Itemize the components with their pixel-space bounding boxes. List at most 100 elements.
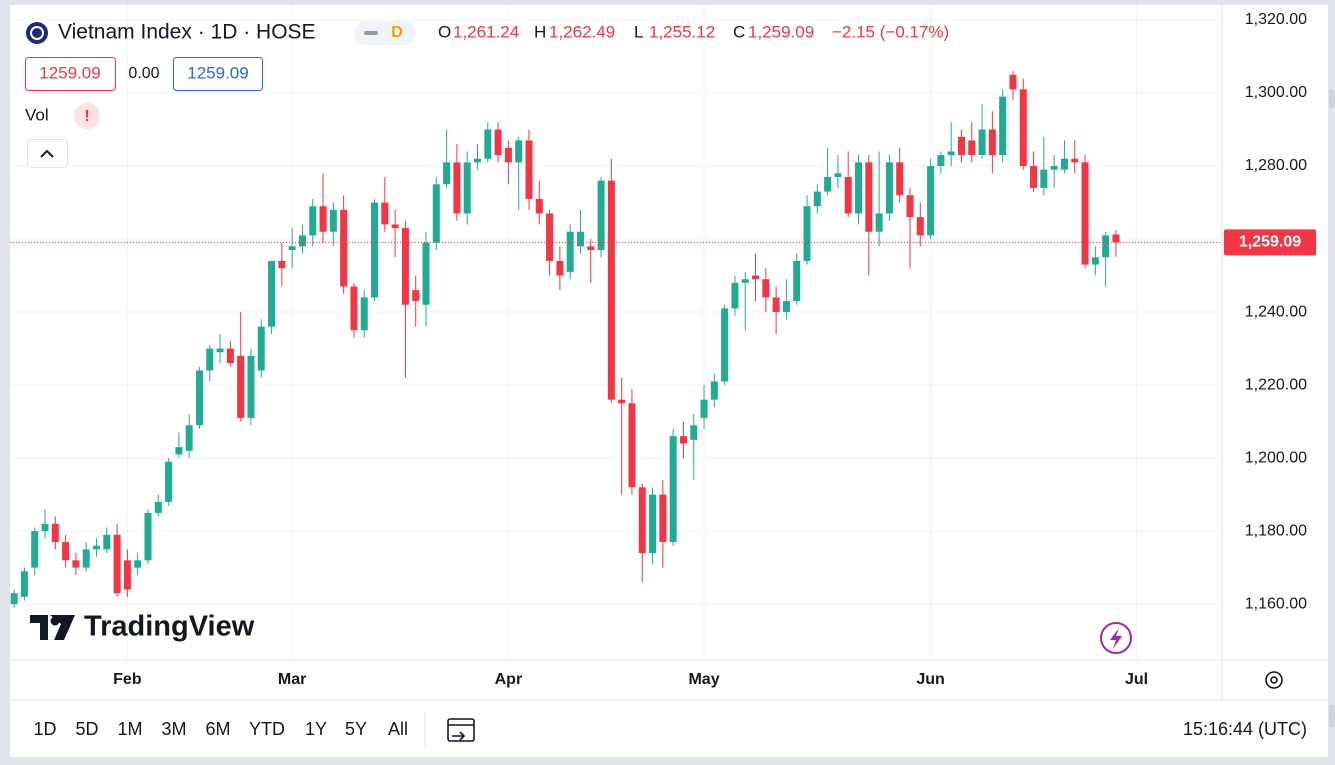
candle-body <box>10 593 18 605</box>
candle-body <box>659 494 667 543</box>
candle-body <box>710 381 718 400</box>
candle-body <box>947 151 955 156</box>
candle-body <box>41 523 49 532</box>
candle-body <box>257 326 265 371</box>
side-handle[interactable] <box>1329 705 1335 727</box>
candle-body <box>679 436 687 444</box>
y-tick-label: 1,280.00 <box>1245 157 1307 174</box>
ohlc-value: 1,259.09 <box>748 22 814 41</box>
ohlc-key: H <box>534 22 546 41</box>
candles <box>10 71 1120 608</box>
range-button[interactable]: 6M <box>205 719 230 739</box>
logo-dot <box>50 616 60 626</box>
candle-body <box>1112 234 1120 243</box>
candle-body <box>226 348 234 364</box>
candle-body <box>134 560 142 568</box>
candle-body <box>103 534 111 550</box>
input-value: 1259.09 <box>187 63 248 82</box>
warning-icon[interactable] <box>74 103 100 129</box>
candle-body <box>834 173 842 177</box>
candle-body <box>700 399 708 418</box>
candle-body <box>1081 162 1089 265</box>
candle-body <box>1060 158 1068 170</box>
candle-body <box>381 202 389 225</box>
candle-body <box>865 162 873 232</box>
candle-body <box>113 534 121 594</box>
candle-body <box>195 370 203 426</box>
candle-body <box>1019 89 1027 167</box>
x-tick-label: Jul <box>1125 671 1148 688</box>
candle-body <box>690 425 698 440</box>
candle-body <box>432 184 440 243</box>
candle-body <box>597 180 605 250</box>
change: −2.15 (−0.17%) <box>832 22 949 41</box>
ohlc-value: 1,262.49 <box>549 22 615 41</box>
input-box[interactable] <box>25 57 116 91</box>
status-badge: D <box>391 24 403 41</box>
y-tick-label: 1,300.00 <box>1245 84 1307 101</box>
candle-body <box>999 96 1007 156</box>
candle-body <box>587 246 595 250</box>
candle-body <box>875 213 883 232</box>
settings-icon[interactable] <box>1265 671 1283 689</box>
logo-text: TradingView <box>84 611 255 643</box>
candle-body <box>494 129 502 156</box>
candle-body <box>937 155 945 167</box>
range-button[interactable]: All <box>388 719 408 739</box>
symbol-title: Vietnam Index · 1D · HOSE <box>58 21 316 44</box>
candle-body <box>741 279 749 283</box>
candle-body <box>62 542 70 561</box>
range-button[interactable]: YTD <box>249 719 285 739</box>
overlay: Vietnam Index · 1D · HOSE D O 1,261.24 H 1,… <box>25 21 1335 747</box>
input-box[interactable] <box>173 57 263 91</box>
candle-body <box>51 523 59 543</box>
y-tick-label: 1,220.00 <box>1245 376 1307 393</box>
x-tick-label: Mar <box>278 671 306 688</box>
x-tick-label: May <box>688 671 719 688</box>
input-value: 0.00 <box>128 65 159 82</box>
candle-body <box>185 425 193 451</box>
last-price-label: 1,259.09 <box>1239 234 1301 251</box>
candle-body <box>412 290 420 302</box>
candle-body <box>535 198 543 214</box>
collapse-button[interactable] <box>27 139 68 168</box>
range-button[interactable]: 5Y <box>345 719 367 739</box>
range-button[interactable]: 1D <box>33 719 56 739</box>
candle-body <box>391 224 399 229</box>
candle-body <box>340 209 348 287</box>
candle-body <box>556 260 564 276</box>
candle-body <box>978 129 986 156</box>
input-value: 1259.09 <box>39 63 100 82</box>
date-range-icon[interactable] <box>447 718 475 742</box>
range-button[interactable]: 5D <box>75 719 98 739</box>
ohlc-value: 1,261.24 <box>453 22 519 41</box>
candle-body <box>463 162 471 214</box>
candle-body <box>298 235 306 247</box>
candle-body <box>504 147 512 163</box>
status-pill[interactable] <box>354 21 416 45</box>
candle-body <box>422 242 430 305</box>
candle-body <box>566 231 574 272</box>
candle-body <box>144 512 152 561</box>
candle-body <box>123 560 131 590</box>
candle-body <box>752 275 760 280</box>
candle-body <box>607 180 615 400</box>
grid <box>10 5 1222 660</box>
candle-body <box>803 206 811 261</box>
range-button[interactable]: 1M <box>117 719 142 739</box>
candle-body <box>762 279 770 298</box>
candle-body <box>82 549 90 568</box>
candle-body <box>927 166 935 236</box>
range-button[interactable]: 3M <box>161 719 186 739</box>
x-tick-label: Jun <box>916 671 944 688</box>
candle-body <box>216 348 224 353</box>
candle-body <box>484 129 492 159</box>
side-handle[interactable] <box>1329 90 1335 108</box>
candle-body <box>1071 158 1079 163</box>
range-button[interactable]: 1Y <box>305 719 327 739</box>
candle-body <box>474 158 482 163</box>
logo-mark <box>30 615 75 640</box>
candle-body <box>721 308 729 382</box>
